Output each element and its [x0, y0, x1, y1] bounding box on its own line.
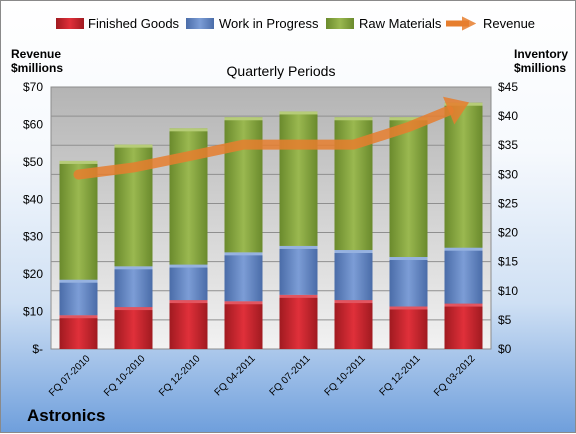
bar-finished-goods: [115, 307, 153, 349]
bar-finished-goods-top: [335, 300, 373, 303]
left-tick-label: $20: [23, 267, 43, 281]
category-label: FQ 12-2011: [378, 353, 423, 398]
bar-work-in-progress: [280, 246, 318, 295]
left-axis: $- $10 $20 $30 $40 $50 $60 $70: [23, 80, 43, 356]
bar-raw-materials: [390, 117, 428, 257]
left-axis-header-line2: $millions: [11, 61, 63, 75]
bar-work-in-progress-top: [115, 266, 153, 269]
category-label: FQ 07-2011: [268, 353, 313, 398]
legend-label-raw-materials: Raw Materials: [359, 16, 442, 31]
category-label: FQ 03-2012: [432, 353, 478, 399]
bar-work-in-progress: [170, 265, 208, 301]
bar-raw-materials-top: [335, 117, 373, 120]
legend-label-revenue: Revenue: [483, 16, 535, 31]
left-tick-label: $-: [32, 342, 43, 356]
bar-raw-materials-top: [225, 117, 263, 120]
right-axis-header-line2: $millions: [514, 61, 566, 75]
bar-work-in-progress-top: [335, 250, 373, 253]
category-label: FQ 12-2010: [157, 353, 203, 399]
right-tick-label: $15: [498, 255, 518, 269]
bar-work-in-progress-top: [225, 252, 263, 255]
bar-work-in-progress-top: [60, 280, 98, 283]
bar-work-in-progress-top: [170, 265, 208, 268]
right-tick-label: $40: [498, 109, 518, 123]
bar-raw-materials-top: [280, 111, 318, 114]
legend-swatch-raw-materials: [326, 18, 354, 29]
company-name: Astronics: [27, 406, 105, 425]
legend-label-work-in-progress: Work in Progress: [219, 16, 319, 31]
bar-finished-goods-top: [445, 304, 483, 307]
bar-finished-goods: [390, 306, 428, 349]
bar-raw-materials: [445, 103, 483, 248]
right-tick-label: $45: [498, 80, 518, 94]
left-tick-label: $10: [23, 305, 43, 319]
right-tick-label: $20: [498, 226, 518, 240]
bar-raw-materials-top: [115, 145, 153, 148]
right-tick-label: $25: [498, 196, 518, 210]
left-tick-label: $60: [23, 117, 43, 131]
bar-finished-goods: [60, 315, 98, 349]
left-tick-label: $30: [23, 230, 43, 244]
bar-work-in-progress: [60, 280, 98, 316]
bar-work-in-progress: [445, 248, 483, 304]
right-tick-label: $30: [498, 167, 518, 181]
chart-title: Quarterly Periods: [227, 63, 336, 79]
left-tick-label: $40: [23, 192, 43, 206]
right-tick-label: $10: [498, 284, 518, 298]
legend-label-finished-goods: Finished Goods: [88, 16, 180, 31]
bar-work-in-progress: [335, 250, 373, 300]
bar-finished-goods-top: [60, 315, 98, 318]
bar-finished-goods: [280, 295, 318, 349]
bar-work-in-progress-top: [390, 257, 428, 260]
bar-raw-materials-top: [170, 128, 208, 131]
bar-finished-goods-top: [170, 300, 208, 303]
bar-work-in-progress: [225, 252, 263, 301]
bar-finished-goods: [170, 300, 208, 349]
bar-work-in-progress-top: [445, 248, 483, 251]
bar-work-in-progress: [390, 257, 428, 306]
bar-raw-materials: [225, 117, 263, 252]
bar-finished-goods: [225, 301, 263, 349]
legend-swatch-work-in-progress: [186, 18, 214, 29]
legend-swatch-finished-goods: [56, 18, 84, 29]
bar-finished-goods: [335, 300, 373, 349]
left-tick-label: $50: [23, 155, 43, 169]
legend: Finished Goods Work in Progress Raw Mate…: [56, 16, 535, 31]
left-tick-label: $70: [23, 80, 43, 94]
right-axis: $0 $5 $10 $15 $20 $25 $30 $35 $40 $45: [498, 80, 518, 356]
right-axis-header-line1: Inventory: [514, 47, 568, 61]
bar-finished-goods: [445, 304, 483, 349]
bar-raw-materials: [280, 111, 318, 245]
bar-finished-goods-top: [225, 301, 263, 304]
left-axis-header-line1: Revenue: [11, 47, 61, 61]
bar-finished-goods-top: [280, 295, 318, 298]
category-label: FQ 07-2010: [47, 353, 93, 399]
category-label: FQ 10-2010: [102, 353, 148, 399]
bar-finished-goods-top: [115, 307, 153, 310]
right-tick-label: $0: [498, 342, 512, 356]
right-tick-label: $5: [498, 313, 512, 327]
right-tick-label: $35: [498, 138, 518, 152]
bar-work-in-progress-top: [280, 246, 318, 249]
category-label: FQ 10-2011: [323, 353, 368, 398]
bar-raw-materials-top: [60, 161, 98, 164]
bar-finished-goods-top: [390, 306, 428, 309]
category-label: FQ 04-2011: [213, 353, 258, 398]
bar-work-in-progress: [115, 266, 153, 307]
